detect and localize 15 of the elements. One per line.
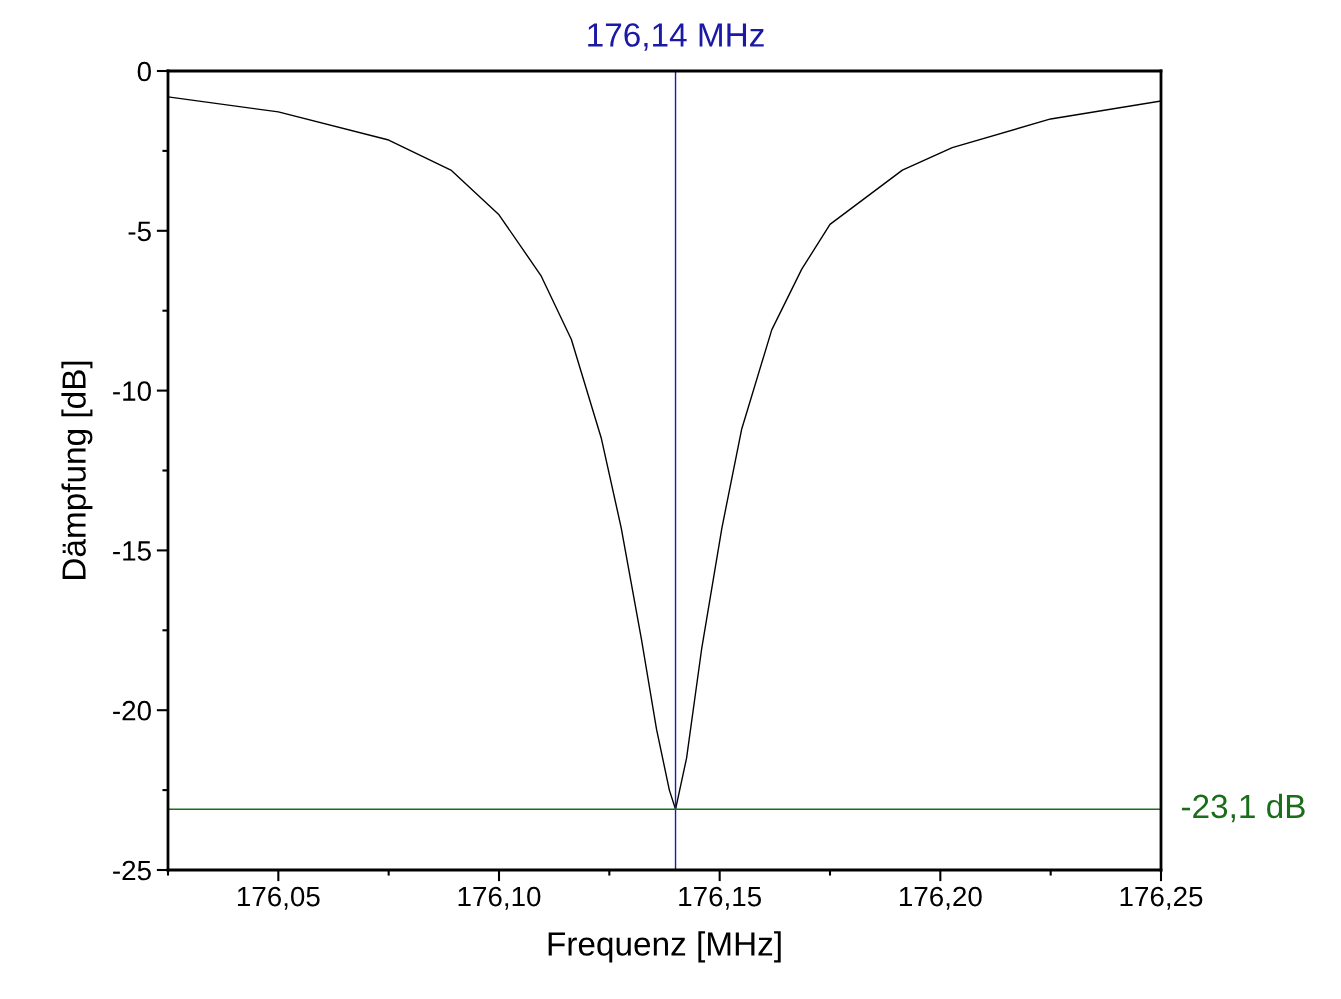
x-tick-label: 176,10 (458, 886, 541, 910)
ref-line-label: 176,14 MHz (588, 23, 764, 51)
y-tick-label: -25 (113, 860, 151, 881)
x-tick-label: 176,25 (1120, 886, 1203, 910)
y-tick-label: -5 (128, 221, 151, 242)
y-tick-label: -20 (113, 700, 151, 721)
y-axis-title: Dämpfung [dB] (61, 361, 93, 579)
x-tick-label: 176,15 (679, 886, 761, 910)
y-tick-label: -10 (113, 381, 151, 401)
x-tick-label: 176,05 (237, 886, 320, 910)
y-tick-label: 0 (137, 61, 151, 82)
ref-line-label: -23,1 dB (1181, 793, 1305, 823)
x-axis-title: Frequenz [MHz] (548, 931, 781, 963)
x-tick-label: 176,20 (899, 886, 982, 910)
y-tick-label: -15 (113, 541, 151, 561)
